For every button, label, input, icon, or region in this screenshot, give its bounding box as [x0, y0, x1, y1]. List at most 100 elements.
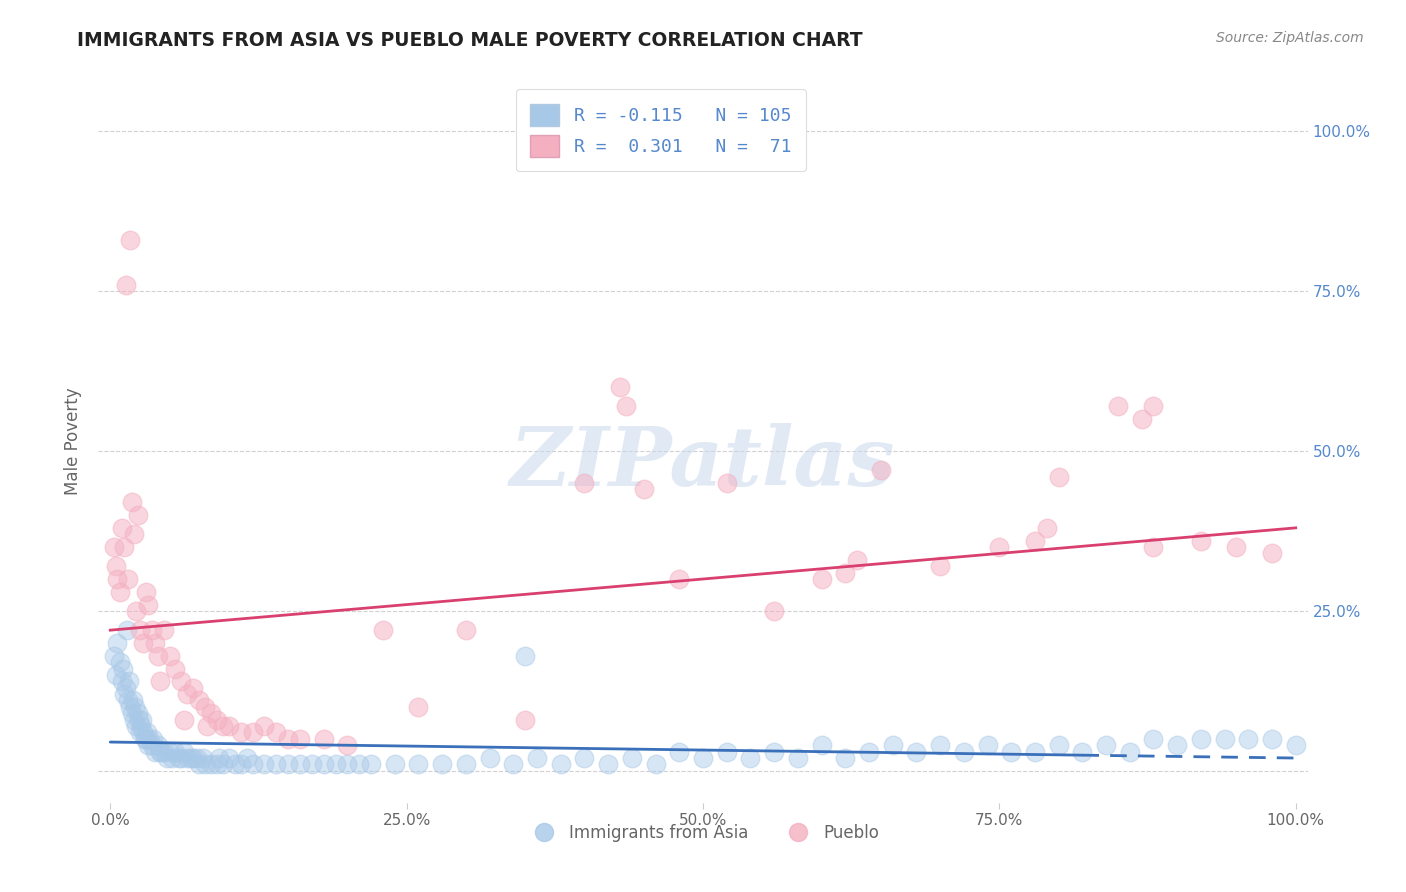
Point: [197, 719, 219, 733]
Point: [105, 636, 128, 650]
Y-axis label: Male Poverty: Male Poverty: [65, 388, 83, 495]
Point: [121, 693, 143, 707]
Point: [212, 757, 235, 772]
Point: [218, 719, 240, 733]
Point: [1024, 745, 1046, 759]
Point: [312, 731, 335, 746]
Text: ZIPatlas: ZIPatlas: [510, 423, 896, 503]
Point: [1119, 745, 1142, 759]
Point: [149, 745, 172, 759]
Point: [159, 648, 181, 663]
Point: [165, 661, 187, 675]
Point: [976, 738, 998, 752]
Point: [176, 687, 198, 701]
Point: [181, 751, 204, 765]
Point: [1261, 731, 1284, 746]
Point: [668, 745, 690, 759]
Point: [224, 757, 246, 772]
Point: [167, 751, 190, 765]
Point: [1225, 540, 1247, 554]
Point: [478, 751, 501, 765]
Point: [869, 463, 891, 477]
Point: [142, 731, 165, 746]
Point: [905, 745, 928, 759]
Point: [288, 731, 311, 746]
Point: [121, 706, 143, 721]
Point: [105, 572, 128, 586]
Point: [253, 757, 276, 772]
Point: [200, 757, 222, 772]
Point: [253, 719, 276, 733]
Point: [129, 623, 152, 637]
Point: [105, 668, 128, 682]
Point: [114, 540, 136, 554]
Point: [111, 674, 134, 689]
Point: [1189, 731, 1212, 746]
Point: [1261, 546, 1284, 560]
Point: [1107, 400, 1129, 414]
Point: [1166, 738, 1188, 752]
Point: [205, 757, 228, 772]
Point: [132, 725, 155, 739]
Point: [810, 738, 832, 752]
Point: [141, 623, 163, 637]
Point: [165, 745, 187, 759]
Point: [810, 572, 832, 586]
Point: [212, 719, 235, 733]
Point: [132, 636, 155, 650]
Point: [515, 713, 537, 727]
Point: [1071, 745, 1094, 759]
Point: [692, 751, 714, 765]
Point: [1000, 745, 1022, 759]
Point: [716, 745, 738, 759]
Point: [146, 738, 169, 752]
Point: [188, 757, 211, 772]
Point: [929, 559, 952, 574]
Point: [620, 751, 643, 765]
Point: [277, 731, 299, 746]
Point: [1047, 469, 1070, 483]
Point: [135, 731, 157, 746]
Point: [312, 757, 335, 772]
Point: [988, 540, 1011, 554]
Text: Source: ZipAtlas.com: Source: ZipAtlas.com: [1216, 31, 1364, 45]
Point: [125, 604, 148, 618]
Point: [111, 521, 134, 535]
Point: [117, 693, 139, 707]
Point: [194, 699, 217, 714]
Text: IMMIGRANTS FROM ASIA VS PUEBLO MALE POVERTY CORRELATION CHART: IMMIGRANTS FROM ASIA VS PUEBLO MALE POVE…: [77, 31, 863, 50]
Point: [136, 738, 159, 752]
Point: [173, 745, 195, 759]
Point: [136, 725, 159, 739]
Point: [432, 757, 454, 772]
Point: [384, 757, 406, 772]
Point: [112, 661, 135, 675]
Point: [1142, 540, 1164, 554]
Point: [858, 745, 880, 759]
Point: [1213, 731, 1236, 746]
Point: [108, 655, 131, 669]
Point: [264, 725, 287, 739]
Point: [205, 713, 228, 727]
Point: [264, 757, 287, 772]
Point: [117, 572, 139, 586]
Point: [1285, 738, 1308, 752]
Point: [229, 757, 252, 772]
Point: [408, 757, 430, 772]
Point: [336, 738, 359, 752]
Point: [336, 757, 359, 772]
Point: [454, 623, 477, 637]
Point: [141, 738, 163, 752]
Point: [136, 598, 159, 612]
Point: [763, 604, 786, 618]
Point: [644, 757, 666, 772]
Point: [108, 584, 131, 599]
Point: [143, 745, 166, 759]
Point: [229, 725, 252, 739]
Point: [180, 751, 202, 765]
Point: [242, 757, 264, 772]
Point: [188, 693, 211, 707]
Point: [120, 233, 142, 247]
Point: [114, 277, 136, 292]
Point: [929, 738, 952, 752]
